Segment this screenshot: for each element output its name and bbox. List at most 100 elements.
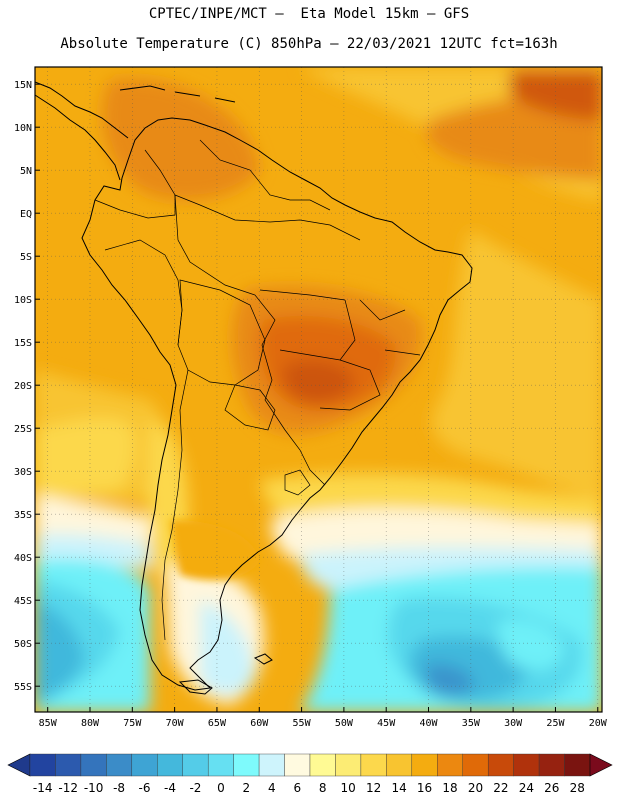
lat-tick-label: 20S — [14, 381, 32, 392]
colorbar-label: 24 — [519, 781, 534, 795]
longitude-axis: 85W 80W 75W 70W 65W 60W 55W 50W 45W 40W 35W 30W 25W 2… — [39, 707, 608, 729]
colorbar-swatch — [157, 753, 183, 777]
colorbar-swatch — [182, 753, 209, 777]
paraguay-border — [224, 384, 276, 431]
lon-tick-label: 20W — [589, 718, 608, 729]
field-warm-patagonia — [170, 520, 260, 580]
field-cream-pacific — [35, 417, 136, 500]
colorbar-swatch — [309, 753, 336, 777]
title-line-1: CPTEC/INPE/MCT – Eta Model 15km – GFS — [148, 6, 470, 22]
colorbar-swatch — [513, 753, 540, 777]
colorbar-label: -14 — [33, 781, 53, 795]
south-america-coastline — [81, 117, 473, 691]
colorbar-swatch — [462, 753, 489, 777]
lon-tick-label: 30W — [504, 718, 523, 729]
lon-tick-label: 75W — [123, 718, 142, 729]
colorbar-label: -4 — [164, 781, 176, 795]
colorbar-label: -10 — [84, 781, 104, 795]
lat-tick-label: 55S — [14, 682, 32, 693]
latitude-axis: 15N 10N 5N EQ 5S 10S 15S 20S 25S 30S 35S 40S 45S 50S 5… — [14, 80, 40, 693]
uruguay-border — [284, 469, 311, 496]
field-blue-dark-atlantic — [425, 663, 475, 697]
colorbar-swatch — [538, 753, 565, 777]
lat-tick-label: 50S — [14, 639, 32, 650]
colorbar-label: 12 — [366, 781, 381, 795]
coastlines — [34, 81, 473, 695]
lon-tick-label: 25W — [546, 718, 565, 729]
colorbar-swatch — [411, 753, 438, 777]
colorbar-label: -6 — [139, 781, 151, 795]
lat-tick-label: 25S — [14, 424, 32, 435]
colorbar-label: -2 — [189, 781, 201, 795]
colorbar-over-arrow — [589, 753, 613, 777]
lon-tick-label: 45W — [377, 718, 396, 729]
falkland-islands — [253, 653, 273, 665]
field-blue-pacific — [35, 600, 85, 705]
title-line-2: Absolute Temperature (C) 850hPa – 22/03/… — [60, 36, 558, 52]
colorbar-swatch — [131, 753, 158, 777]
colorbar-under-arrow — [7, 753, 31, 777]
colorbar-label: 26 — [544, 781, 559, 795]
lat-tick-label: 5N — [20, 166, 32, 177]
lon-tick-label: 70W — [166, 718, 185, 729]
colorbar-label: 16 — [417, 781, 432, 795]
field-hotter-brazil — [283, 360, 355, 404]
colorbar-swatch — [564, 753, 591, 777]
lat-tick-label: 30S — [14, 467, 32, 478]
lon-tick-label: 60W — [250, 718, 269, 729]
colorbar-swatch — [29, 753, 56, 777]
colorbar-label: 20 — [468, 781, 483, 795]
lat-tick-label: 15S — [14, 338, 32, 349]
lon-tick-label: 80W — [81, 718, 100, 729]
lon-tick-label: 40W — [419, 718, 438, 729]
lat-tick-label: 5S — [20, 252, 32, 263]
lat-tick-label: 10N — [14, 123, 32, 134]
lat-tick-label: 45S — [14, 596, 32, 607]
field-warm-atlantic-ne — [426, 93, 602, 180]
field-pale-blue-atlantic — [300, 546, 602, 590]
colorbar-swatch — [437, 753, 463, 777]
map-frame — [34, 66, 603, 713]
colorbar-label: 0 — [217, 781, 225, 795]
lat-tick-label: 15N — [14, 80, 32, 91]
lat-tick-label: 35S — [14, 510, 32, 521]
colorbar-label: 14 — [391, 781, 406, 795]
colorbar-swatch — [335, 753, 362, 777]
lon-tick-label: 85W — [39, 718, 58, 729]
central-america-north-coast — [34, 81, 129, 139]
tierra-del-fuego — [178, 679, 213, 695]
colorbar-swatch — [80, 753, 107, 777]
colorbar-swatch — [386, 753, 413, 777]
lon-tick-label: 50W — [335, 718, 354, 729]
peru-border — [104, 239, 183, 346]
colorbar: -14 -12 -10 -8 -6 -4 -2 0 2 4 6 8 10 12 14 16 18 20 22 24 26… — [7, 753, 613, 795]
lat-tick-label: 40S — [14, 553, 32, 564]
field-cream-band — [35, 495, 165, 545]
colorbar-swatch — [233, 753, 260, 777]
lon-tick-label: 65W — [208, 718, 227, 729]
colorbar-label: 8 — [319, 781, 327, 795]
colorbar-label: 6 — [293, 781, 301, 795]
colorbar-label: 4 — [268, 781, 276, 795]
colorbar-swatch — [487, 753, 514, 777]
lon-tick-label: 55W — [293, 718, 312, 729]
colorbar-swatch — [284, 753, 311, 777]
colorbar-swatch — [55, 753, 82, 777]
central-america-coastline — [34, 94, 121, 181]
venezuela-guiana-border — [199, 139, 331, 211]
brazil-border — [174, 194, 361, 486]
colorbar-label: -8 — [113, 781, 125, 795]
lat-tick-label: 10S — [14, 295, 32, 306]
field-warm-caribbean — [101, 78, 260, 201]
field-hot-atlantic-ne — [510, 70, 602, 120]
colorbar-swatch — [360, 753, 387, 777]
field-cyan-swirl — [498, 619, 565, 670]
colorbar-label: 10 — [341, 781, 356, 795]
colorbar-label: 18 — [442, 781, 457, 795]
field-pale-blue-patagonia — [200, 600, 255, 695]
colorbar-label: 28 — [570, 781, 585, 795]
temperature-field — [35, 67, 602, 712]
field-mild-east — [432, 230, 602, 500]
brazil-states — [259, 289, 421, 411]
argentina-border — [161, 369, 189, 641]
